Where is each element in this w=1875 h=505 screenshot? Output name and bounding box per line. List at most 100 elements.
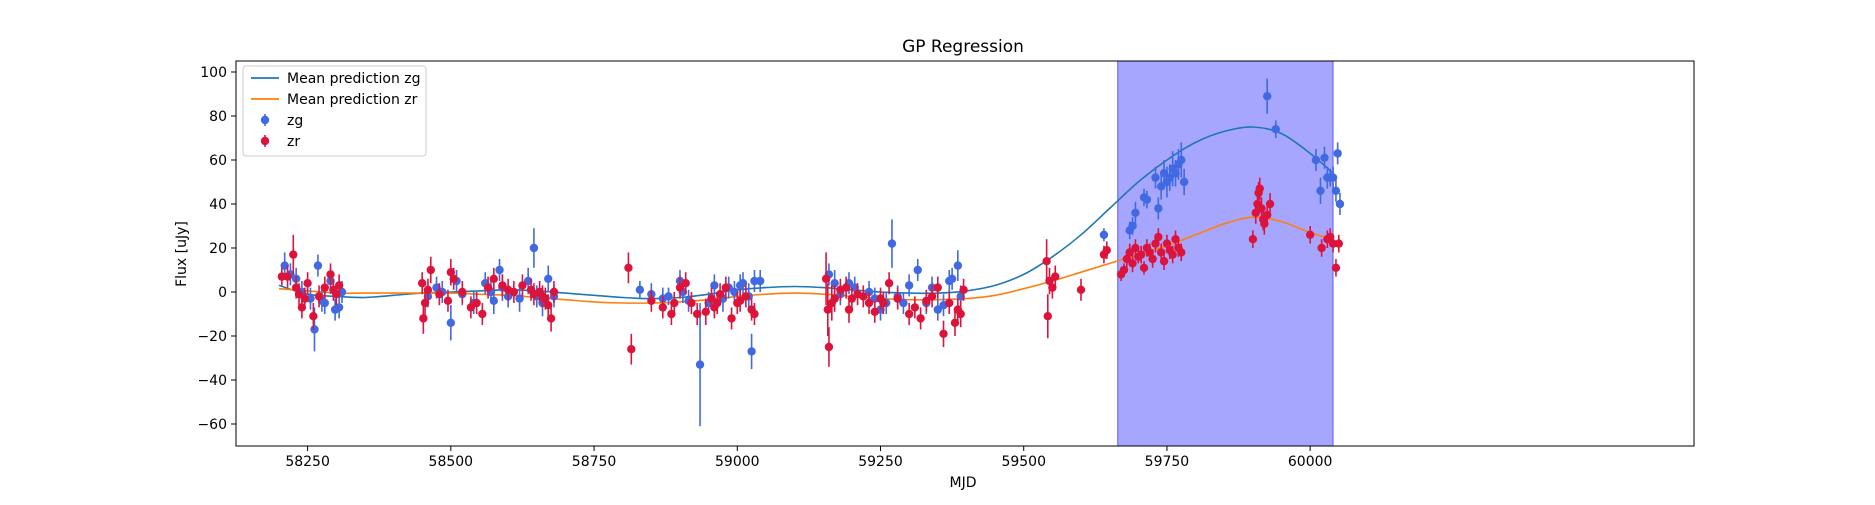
point-zg [495,265,504,275]
point-zg [310,325,319,334]
point-zr [830,294,839,303]
x-tick-label: 59250 [858,454,903,470]
point-zr [950,318,960,327]
point-zr [687,298,696,308]
point-zr [483,283,493,292]
legend-label: Mean prediction zr [287,92,418,108]
point-zr [1334,239,1344,248]
point-zr [647,296,656,305]
point-zr [624,263,633,272]
point-zg [1335,199,1345,209]
point-zg [1179,177,1189,187]
x-tick-label: 58750 [572,454,617,470]
point-zr [823,305,832,314]
point-zr [916,314,925,323]
x-axis-ticks: 58250 58500 58750 59000 59250 59500 59750 60000 [285,446,1332,470]
point-zr [1131,243,1140,253]
point-zg [933,305,942,314]
point-zg [515,294,524,303]
point-zr [466,303,476,312]
point-zr [884,279,894,288]
point-zg [446,318,456,327]
point-zr [1265,199,1275,209]
point-zr [283,272,292,281]
point-zr [727,314,736,323]
point-zg [334,303,344,312]
x-tick-label: 60000 [1288,454,1333,470]
point-zr [859,292,868,301]
point-zr [658,303,668,312]
point-zg [738,279,748,288]
legend-marker-swatch [260,115,270,125]
point-zr [498,281,507,290]
point-zg [947,274,957,283]
point-zr [715,290,725,299]
y-tick-label: 20 [209,241,227,257]
point-zr [841,283,851,292]
point-zr [922,296,931,305]
y-tick-label: 0 [218,285,227,301]
point-zg [1271,125,1280,134]
point-zr [670,298,679,308]
point-zr [1257,204,1266,213]
point-zr [449,274,458,283]
point-zr [904,309,914,319]
point-zr [320,283,329,292]
data-points-layer [277,78,1345,427]
point-zg [1331,186,1341,195]
point-zr [1043,312,1052,321]
y-tick-label: −20 [197,329,227,345]
y-axis-label: Flux [uJy] [174,221,190,287]
point-zr [478,309,487,319]
point-zr [289,250,298,259]
point-zr [443,296,453,305]
point-zg [1328,173,1338,182]
point-zr [1125,248,1134,257]
legend: Mean prediction zg Mean prediction zr zg zr [242,65,427,157]
point-zr [1051,272,1060,281]
point-zr [1168,250,1177,259]
point-zr [945,298,954,308]
point-zr [627,345,636,354]
point-zg [830,279,839,288]
point-zr [893,294,902,303]
point-zr [1076,285,1086,294]
point-zr [847,294,857,303]
y-tick-label: 60 [209,153,227,169]
point-zg [1142,195,1152,204]
point-zg [1128,221,1137,231]
point-zr [1136,250,1146,259]
series-zr [277,177,1344,367]
point-zg [1131,208,1140,217]
point-zg [544,274,553,283]
point-zr [303,279,312,288]
point-zg [695,360,705,369]
point-zr [420,298,430,308]
point-zg [313,261,323,270]
point-zr [692,309,702,319]
legend-marker-swatch [260,136,270,146]
point-zr [735,296,745,305]
point-zr [294,290,304,299]
point-zr [419,314,428,323]
x-tick-label: 59500 [1001,454,1046,470]
point-zr [458,287,467,297]
point-zr [518,281,527,290]
point-zr [864,298,874,308]
point-zr [824,342,834,352]
chart-title: GP Regression [902,37,1024,57]
point-zr [1119,265,1129,275]
point-zr [1128,259,1137,268]
point-zr [435,290,444,299]
point-zr [1159,257,1169,266]
point-zg [953,261,963,270]
point-zg [1311,155,1321,165]
point-zr [309,312,318,321]
point-zg [489,296,498,305]
point-zr [326,270,335,279]
point-zr [314,292,324,301]
point-zg [1154,204,1163,213]
point-zg [635,285,645,294]
point-zg [899,298,908,308]
axes-frame [235,60,1695,447]
